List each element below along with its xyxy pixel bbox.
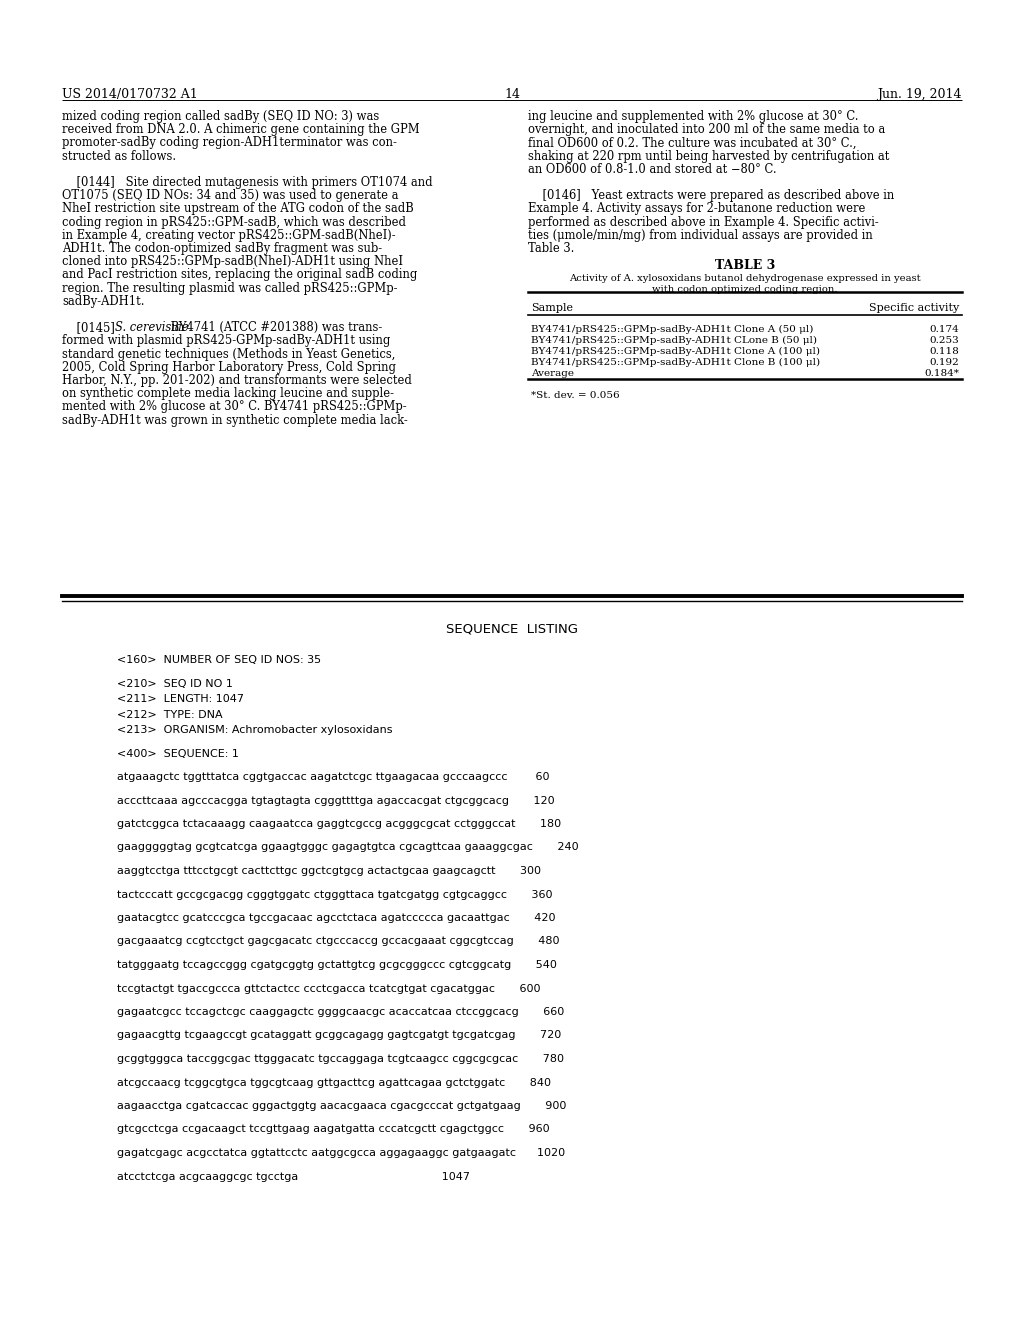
Text: gagatcgagc acgcctatca ggtattcctc aatggcgcca aggagaaggc gatgaagatc      1020: gagatcgagc acgcctatca ggtattcctc aatggcg…	[117, 1148, 565, 1158]
Text: formed with plasmid pRS425-GPMp-sadBy-ADH1t using: formed with plasmid pRS425-GPMp-sadBy-AD…	[62, 334, 390, 347]
Text: BY4741/pRS425::GPMp-sadBy-ADH1t Clone A (50 μl): BY4741/pRS425::GPMp-sadBy-ADH1t Clone A …	[531, 325, 813, 334]
Text: aagaacctga cgatcaccac gggactggtg aacacgaaca cgacgcccat gctgatgaag       900: aagaacctga cgatcaccac gggactggtg aacacga…	[117, 1101, 566, 1111]
Text: structed as follows.: structed as follows.	[62, 149, 176, 162]
Text: sadBy-ADH1t was grown in synthetic complete media lack-: sadBy-ADH1t was grown in synthetic compl…	[62, 413, 408, 426]
Text: coding region in pRS425::GPM-sadB, which was described: coding region in pRS425::GPM-sadB, which…	[62, 215, 406, 228]
Text: Average: Average	[531, 370, 574, 379]
Text: gcggtgggca taccggcgac ttgggacatc tgccaggaga tcgtcaagcc cggcgcgcac       780: gcggtgggca taccggcgac ttgggacatc tgccagg…	[117, 1053, 564, 1064]
Text: an OD600 of 0.8-1.0 and stored at −80° C.: an OD600 of 0.8-1.0 and stored at −80° C…	[528, 162, 776, 176]
Text: final OD600 of 0.2. The culture was incubated at 30° C.,: final OD600 of 0.2. The culture was incu…	[528, 136, 856, 149]
Text: ing leucine and supplemented with 2% glucose at 30° C.: ing leucine and supplemented with 2% glu…	[528, 110, 858, 123]
Text: 0.174: 0.174	[929, 325, 959, 334]
Text: gaagggggtag gcgtcatcga ggaagtgggc gagagtgtca cgcagttcaa gaaaggcgac       240: gaagggggtag gcgtcatcga ggaagtgggc gagagt…	[117, 842, 579, 853]
Text: BY4741/pRS425::GPMp-sadBy-ADH1t Clone B (100 μl): BY4741/pRS425::GPMp-sadBy-ADH1t Clone B …	[531, 358, 820, 367]
Text: atcgccaacg tcggcgtgca tggcgtcaag gttgacttcg agattcagaa gctctggatc       840: atcgccaacg tcggcgtgca tggcgtcaag gttgact…	[117, 1077, 551, 1088]
Text: gagaatcgcc tccagctcgc caaggagctc ggggcaacgc acaccatcaa ctccggcacg       660: gagaatcgcc tccagctcgc caaggagctc ggggcaa…	[117, 1007, 564, 1016]
Text: 0.184*: 0.184*	[924, 370, 959, 379]
Text: in Example 4, creating vector pRS425::GPM-sadB(NheI)-: in Example 4, creating vector pRS425::GP…	[62, 228, 395, 242]
Text: 0.118: 0.118	[929, 347, 959, 356]
Text: atgaaagctc tggtttatca cggtgaccac aagatctcgc ttgaagacaa gcccaagccc        60: atgaaagctc tggtttatca cggtgaccac aagatct…	[117, 772, 550, 781]
Text: SEQUENCE  LISTING: SEQUENCE LISTING	[446, 622, 578, 635]
Text: acccttcaaa agcccacgga tgtagtagta cgggttttga agaccacgat ctgcggcacg       120: acccttcaaa agcccacgga tgtagtagta cgggttt…	[117, 796, 555, 805]
Text: received from DNA 2.0. A chimeric gene containing the GPM: received from DNA 2.0. A chimeric gene c…	[62, 123, 420, 136]
Text: with codon optimized coding region.: with codon optimized coding region.	[652, 285, 838, 294]
Text: cloned into pRS425::GPMp-sadB(NheI)-ADH1t using NheI: cloned into pRS425::GPMp-sadB(NheI)-ADH1…	[62, 255, 403, 268]
Text: Specific activity: Specific activity	[868, 304, 959, 313]
Text: <400>  SEQUENCE: 1: <400> SEQUENCE: 1	[117, 748, 239, 759]
Text: ADH1t. The codon-optimized sadBy fragment was sub-: ADH1t. The codon-optimized sadBy fragmen…	[62, 242, 382, 255]
Text: OT1075 (SEQ ID NOs: 34 and 35) was used to generate a: OT1075 (SEQ ID NOs: 34 and 35) was used …	[62, 189, 398, 202]
Text: promoter-sadBy coding region-ADH1terminator was con-: promoter-sadBy coding region-ADH1termina…	[62, 136, 397, 149]
Text: BY4741/pRS425::GPMp-sadBy-ADH1t CLone B (50 μl): BY4741/pRS425::GPMp-sadBy-ADH1t CLone B …	[531, 337, 817, 346]
Text: [0144]   Site directed mutagenesis with primers OT1074 and: [0144] Site directed mutagenesis with pr…	[62, 176, 432, 189]
Text: gtcgcctcga ccgacaagct tccgttgaag aagatgatta cccatcgctt cgagctggcc       960: gtcgcctcga ccgacaagct tccgttgaag aagatga…	[117, 1125, 550, 1134]
Text: performed as described above in Example 4. Specific activi-: performed as described above in Example …	[528, 215, 879, 228]
Text: <211>  LENGTH: 1047: <211> LENGTH: 1047	[117, 694, 244, 704]
Text: Activity of A. xylosoxidans butanol dehydrogenase expressed in yeast: Activity of A. xylosoxidans butanol dehy…	[569, 275, 921, 284]
Text: aaggtcctga tttcctgcgt cacttcttgc ggctcgtgcg actactgcaa gaagcagctt       300: aaggtcctga tttcctgcgt cacttcttgc ggctcgt…	[117, 866, 541, 876]
Text: US 2014/0170732 A1: US 2014/0170732 A1	[62, 88, 198, 102]
Text: gagaacgttg tcgaagccgt gcataggatt gcggcagagg gagtcgatgt tgcgatcgag       720: gagaacgttg tcgaagccgt gcataggatt gcggcag…	[117, 1031, 561, 1040]
Text: Harbor, N.Y., pp. 201-202) and transformants were selected: Harbor, N.Y., pp. 201-202) and transform…	[62, 374, 412, 387]
Text: 0.192: 0.192	[929, 358, 959, 367]
Text: sadBy-ADH1t.: sadBy-ADH1t.	[62, 294, 144, 308]
Text: Jun. 19, 2014: Jun. 19, 2014	[878, 88, 962, 102]
Text: ties (μmole/min/mg) from individual assays are provided in: ties (μmole/min/mg) from individual assa…	[528, 228, 872, 242]
Text: [0146]   Yeast extracts were prepared as described above in: [0146] Yeast extracts were prepared as d…	[528, 189, 894, 202]
Text: and PacI restriction sites, replacing the original sadB coding: and PacI restriction sites, replacing th…	[62, 268, 418, 281]
Text: 2005, Cold Spring Harbor Laboratory Press, Cold Spring: 2005, Cold Spring Harbor Laboratory Pres…	[62, 360, 396, 374]
Text: TABLE 3: TABLE 3	[715, 259, 775, 272]
Text: standard genetic techniques (Methods in Yeast Genetics,: standard genetic techniques (Methods in …	[62, 347, 395, 360]
Text: overnight, and inoculated into 200 ml of the same media to a: overnight, and inoculated into 200 ml of…	[528, 123, 886, 136]
Text: mented with 2% glucose at 30° C. BY4741 pRS425::GPMp-: mented with 2% glucose at 30° C. BY4741 …	[62, 400, 407, 413]
Text: <213>  ORGANISM: Achromobacter xylosoxidans: <213> ORGANISM: Achromobacter xylosoxida…	[117, 725, 392, 735]
Text: tatgggaatg tccagccggg cgatgcggtg gctattgtcg gcgcgggccc cgtcggcatg       540: tatgggaatg tccagccggg cgatgcggtg gctattg…	[117, 960, 557, 970]
Text: BY4741 (ATCC #201388) was trans-: BY4741 (ATCC #201388) was trans-	[167, 321, 383, 334]
Text: on synthetic complete media lacking leucine and supple-: on synthetic complete media lacking leuc…	[62, 387, 394, 400]
Text: 14: 14	[504, 88, 520, 102]
Text: tccgtactgt tgaccgccca gttctactcc ccctcgacca tcatcgtgat cgacatggac       600: tccgtactgt tgaccgccca gttctactcc ccctcga…	[117, 983, 541, 994]
Text: *St. dev. = 0.056: *St. dev. = 0.056	[531, 391, 620, 400]
Text: gatctcggca tctacaaagg caagaatcca gaggtcgccg acgggcgcat cctgggccat       180: gatctcggca tctacaaagg caagaatcca gaggtcg…	[117, 818, 561, 829]
Text: atcctctcga acgcaaggcgc tgcctga                                         1047: atcctctcga acgcaaggcgc tgcctga 1047	[117, 1172, 470, 1181]
Text: <160>  NUMBER OF SEQ ID NOS: 35: <160> NUMBER OF SEQ ID NOS: 35	[117, 655, 322, 665]
Text: shaking at 220 rpm until being harvested by centrifugation at: shaking at 220 rpm until being harvested…	[528, 149, 890, 162]
Text: Example 4. Activity assays for 2-butanone reduction were: Example 4. Activity assays for 2-butanon…	[528, 202, 865, 215]
Text: <210>  SEQ ID NO 1: <210> SEQ ID NO 1	[117, 678, 232, 689]
Text: gaatacgtcc gcatcccgca tgccgacaac agcctctaca agatccccca gacaattgac       420: gaatacgtcc gcatcccgca tgccgacaac agcctct…	[117, 913, 555, 923]
Text: S. cerevisiae: S. cerevisiae	[115, 321, 188, 334]
Text: mized coding region called sadBy (SEQ ID NO: 3) was: mized coding region called sadBy (SEQ ID…	[62, 110, 379, 123]
Text: gacgaaatcg ccgtcctgct gagcgacatc ctgcccaccg gccacgaaat cggcgtccag       480: gacgaaatcg ccgtcctgct gagcgacatc ctgccca…	[117, 936, 559, 946]
Text: Sample: Sample	[531, 304, 573, 313]
Text: 0.253: 0.253	[929, 337, 959, 346]
Text: <212>  TYPE: DNA: <212> TYPE: DNA	[117, 710, 222, 719]
Text: tactcccatt gccgcgacgg cgggtggatc ctgggttaca tgatcgatgg cgtgcaggcc       360: tactcccatt gccgcgacgg cgggtggatc ctgggtt…	[117, 890, 553, 899]
Text: BY4741/pRS425::GPMp-sadBy-ADH1t Clone A (100 μl): BY4741/pRS425::GPMp-sadBy-ADH1t Clone A …	[531, 347, 820, 356]
Text: [0145]: [0145]	[62, 321, 126, 334]
Text: Table 3.: Table 3.	[528, 242, 574, 255]
Text: region. The resulting plasmid was called pRS425::GPMp-: region. The resulting plasmid was called…	[62, 281, 397, 294]
Text: NheI restriction site upstream of the ATG codon of the sadB: NheI restriction site upstream of the AT…	[62, 202, 414, 215]
